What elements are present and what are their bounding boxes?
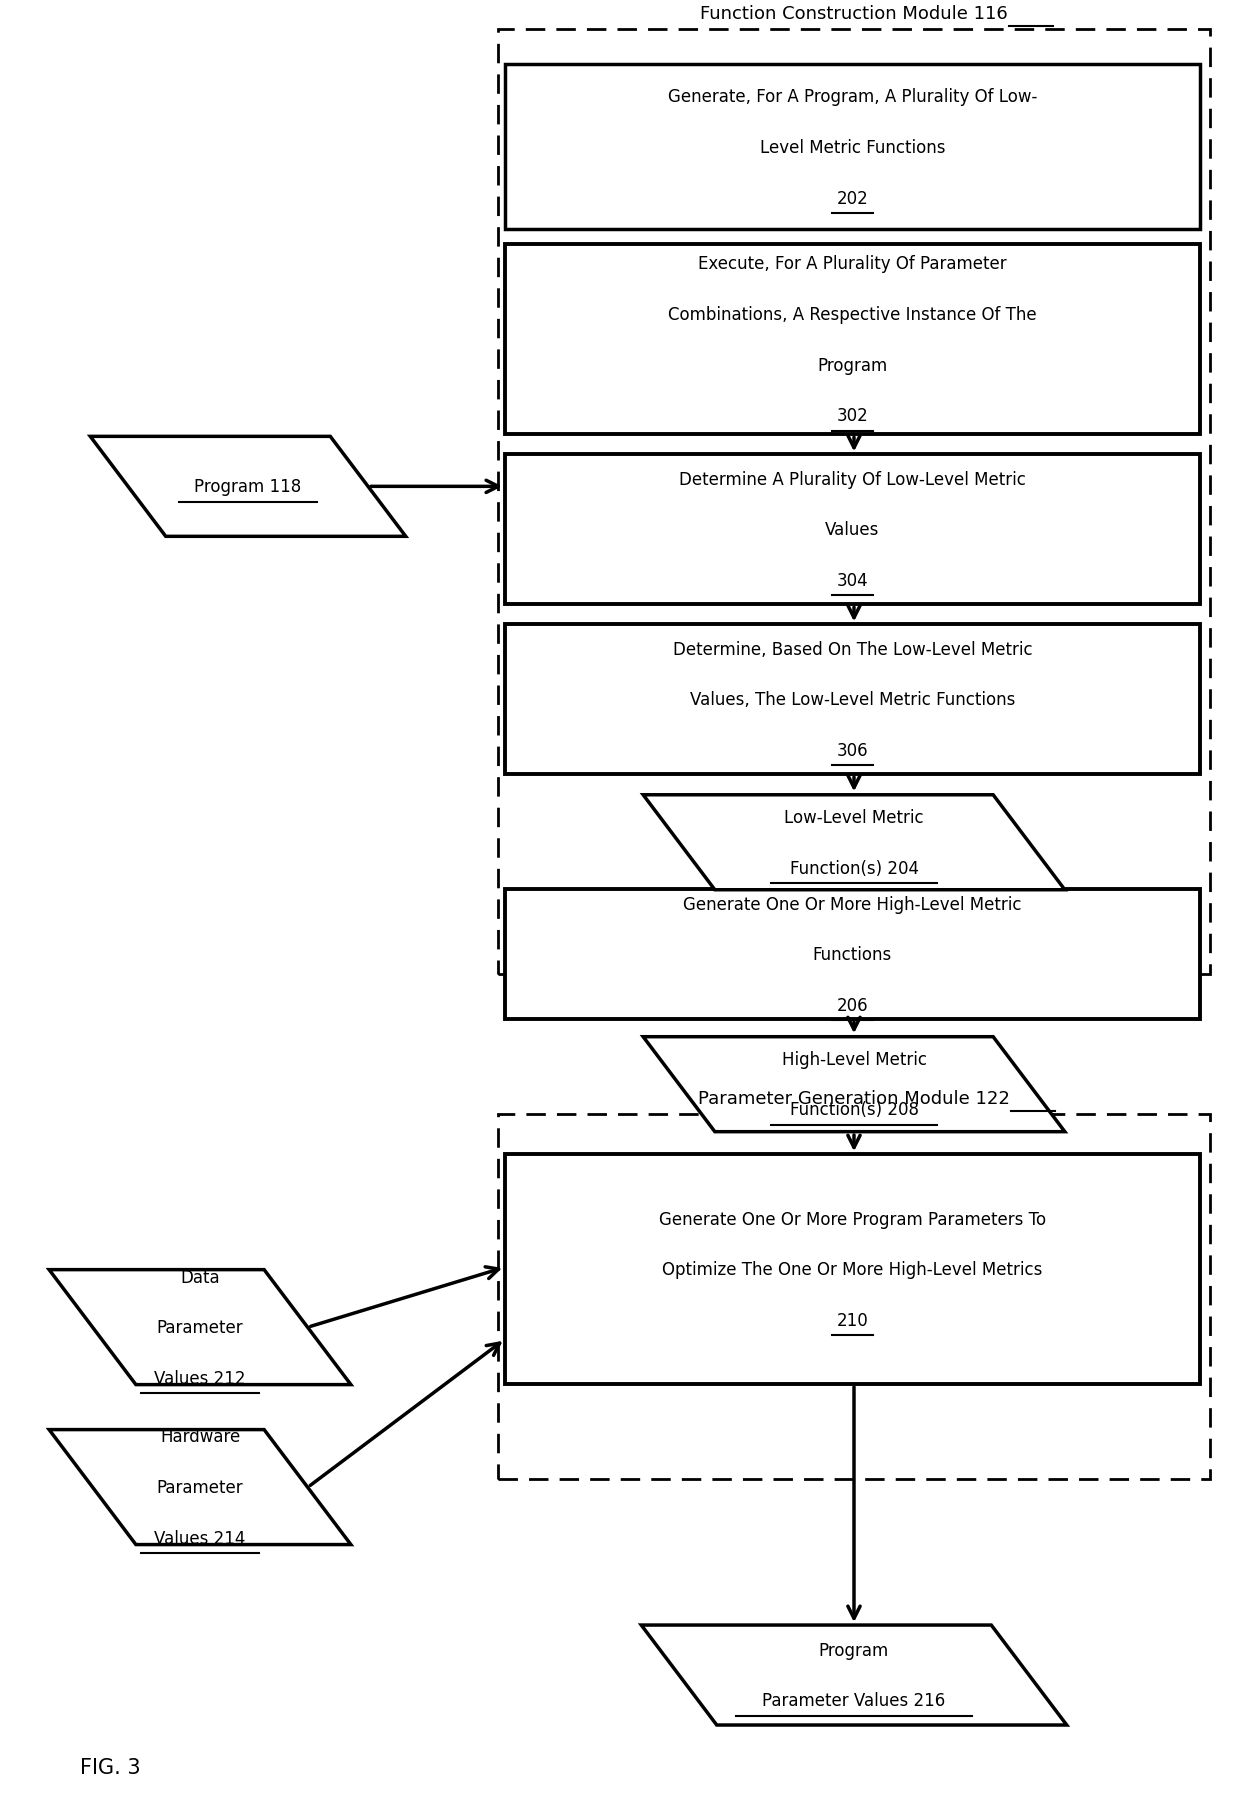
Bar [505,65,1200,229]
Text: Generate One Or More Program Parameters To: Generate One Or More Program Parameters … [658,1211,1047,1227]
Text: 210: 210 [837,1312,868,1328]
Text: Low-Level Metric: Low-Level Metric [784,808,924,826]
Text: 202: 202 [837,190,868,208]
Bar [505,246,1200,435]
Text: Determine A Plurality Of Low-Level Metric: Determine A Plurality Of Low-Level Metri… [680,470,1025,488]
Text: 206: 206 [837,996,868,1014]
Text: 304: 304 [837,571,868,589]
Text: Parameter: Parameter [156,1478,243,1496]
Text: Execute, For A Plurality Of Parameter: Execute, For A Plurality Of Parameter [698,255,1007,273]
Text: Parameter Generation Module 122: Parameter Generation Module 122 [698,1090,1009,1108]
Bar [505,889,1200,1019]
Bar [505,455,1200,605]
Text: FIG. 3: FIG. 3 [81,1756,140,1776]
Bar [498,31,1210,974]
Polygon shape [644,795,1065,891]
Text: Level Metric Functions: Level Metric Functions [760,139,945,157]
Polygon shape [50,1429,351,1545]
Text: Parameter: Parameter [156,1319,243,1337]
Bar [505,1155,1200,1384]
Text: Combinations, A Respective Instance Of The: Combinations, A Respective Instance Of T… [668,305,1037,323]
Polygon shape [644,1037,1065,1131]
Text: Values, The Low-Level Metric Functions: Values, The Low-Level Metric Functions [689,690,1016,708]
Polygon shape [91,437,405,537]
Polygon shape [641,1624,1066,1726]
Text: Values 212: Values 212 [154,1370,246,1388]
Bar [505,625,1200,775]
Text: Data: Data [180,1269,219,1287]
Text: Function(s) 208: Function(s) 208 [790,1100,919,1119]
Polygon shape [50,1270,351,1384]
Text: Values 214: Values 214 [154,1529,246,1547]
Text: Program 118: Program 118 [195,479,301,497]
Bar [498,1115,1210,1480]
Text: High-Level Metric: High-Level Metric [781,1050,926,1068]
Text: Determine, Based On The Low-Level Metric: Determine, Based On The Low-Level Metric [672,640,1033,658]
Text: Program: Program [817,356,888,374]
Text: Function Construction Module 116: Function Construction Module 116 [701,5,1008,23]
Text: 302: 302 [837,407,868,425]
Text: Generate One Or More High-Level Metric: Generate One Or More High-Level Metric [683,894,1022,913]
Text: Parameter Values 216: Parameter Values 216 [763,1691,946,1709]
Text: Hardware: Hardware [160,1428,241,1446]
Text: Functions: Functions [813,945,892,963]
Text: Optimize The One Or More High-Level Metrics: Optimize The One Or More High-Level Metr… [662,1261,1043,1278]
Text: Program: Program [818,1641,889,1659]
Text: Generate, For A Program, A Plurality Of Low-: Generate, For A Program, A Plurality Of … [668,89,1037,107]
Text: 306: 306 [837,741,868,759]
Text: Values: Values [826,520,879,538]
Text: Function(s) 204: Function(s) 204 [790,858,919,876]
